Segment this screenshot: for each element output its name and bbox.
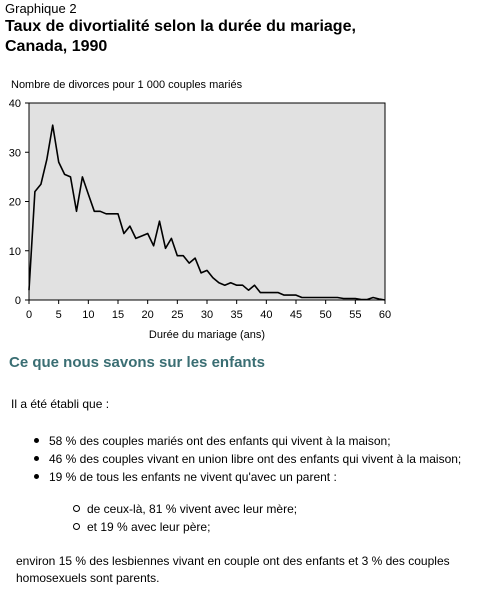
sub-list-item: et 19 % avec leur père; xyxy=(72,518,297,536)
x-tick-label: 50 xyxy=(320,309,332,321)
chart-title-line-1: Taux de divortialité selon la durée du m… xyxy=(5,18,356,35)
sub-bullet-list: de ceux-là, 81 % vivent avec leur mère; … xyxy=(72,500,297,536)
y-tick-label: 10 xyxy=(9,246,21,258)
divorce-rate-chart: 0 10 20 30 40 0 5 10 15 20 25 30 35 40 45 50 55 60 Durée d… xyxy=(9,98,391,341)
figure-label: Graphique 2 xyxy=(5,1,77,16)
x-tick-label: 0 xyxy=(26,309,32,321)
y-tick-label: 40 xyxy=(9,98,21,110)
x-tick-label: 45 xyxy=(290,309,302,321)
x-tick-label: 10 xyxy=(82,309,94,321)
section-heading: Ce que nous savons sur les enfants xyxy=(9,354,265,371)
x-axis-label: Durée du mariage (ans) xyxy=(149,329,265,341)
sub-list-item: de ceux-là, 81 % vivent avec leur mère; xyxy=(72,500,297,518)
plot-area xyxy=(28,102,386,301)
x-tick-label: 20 xyxy=(142,309,154,321)
x-tick-label: 55 xyxy=(349,309,361,321)
bullet-list: 58 % des couples mariés ont des enfants … xyxy=(32,432,461,486)
x-tick-label: 40 xyxy=(260,309,272,321)
x-tick-label: 15 xyxy=(112,309,124,321)
x-tick-label: 5 xyxy=(56,309,62,321)
y-tick-label: 30 xyxy=(9,147,21,159)
list-item: 46 % des couples vivant en union libre o… xyxy=(32,450,461,468)
chart-title: Taux de divortialité selon la durée du m… xyxy=(5,17,356,57)
y-axis-label: Nombre de divorces pour 1 000 couples ma… xyxy=(11,79,243,91)
x-tick-label: 35 xyxy=(231,309,243,321)
series-line xyxy=(28,124,386,301)
chart-title-line-2: Canada, 1990 xyxy=(5,38,108,55)
y-tick-label: 20 xyxy=(9,197,21,209)
intro-text: Il a été établi que : xyxy=(11,397,110,411)
closing-paragraph: environ 15 % des lesbiennes vivant en co… xyxy=(16,554,450,585)
list-item: 58 % des couples mariés ont des enfants … xyxy=(32,432,461,450)
list-item: 19 % de tous les enfants ne vivent qu'av… xyxy=(32,468,461,486)
y-tick-label: 0 xyxy=(15,295,21,307)
x-tick-label: 60 xyxy=(379,309,391,321)
x-tick-label: 25 xyxy=(171,309,183,321)
x-tick-label: 30 xyxy=(201,309,213,321)
